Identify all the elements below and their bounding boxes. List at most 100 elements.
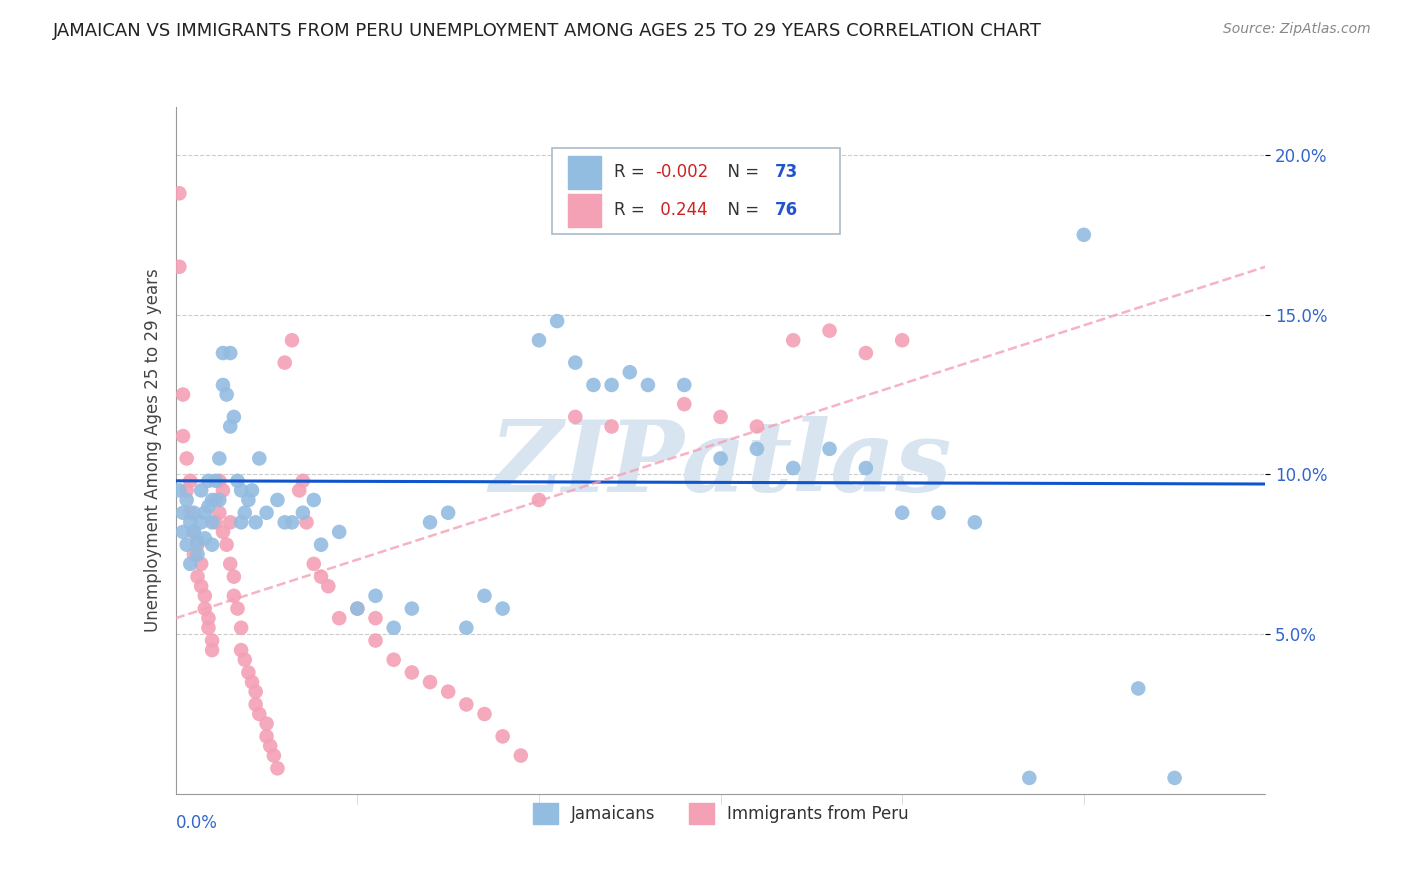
- Point: [364, 589, 387, 603]
- Point: [179, 474, 201, 488]
- Point: [231, 643, 253, 657]
- Text: JAMAICAN VS IMMIGRANTS FROM PERU UNEMPLOYMENT AMONG AGES 25 TO 29 YEARS CORRELAT: JAMAICAN VS IMMIGRANTS FROM PERU UNEMPLO…: [53, 22, 1042, 40]
- Point: [219, 516, 242, 530]
- Point: [637, 378, 659, 392]
- Point: [231, 516, 253, 530]
- Point: [172, 506, 194, 520]
- Point: [247, 451, 270, 466]
- Text: 76: 76: [775, 201, 799, 219]
- Point: [176, 451, 198, 466]
- Point: [546, 314, 568, 328]
- Point: [673, 397, 696, 411]
- Text: 0.0%: 0.0%: [176, 814, 218, 832]
- Point: [169, 260, 191, 274]
- Point: [266, 493, 288, 508]
- Point: [233, 506, 256, 520]
- Point: [208, 474, 231, 488]
- Point: [509, 748, 531, 763]
- Point: [818, 442, 841, 456]
- Point: [197, 500, 219, 514]
- Point: [437, 684, 460, 698]
- Point: [179, 557, 201, 571]
- Point: [288, 483, 311, 498]
- Point: [401, 601, 423, 615]
- Point: [201, 493, 224, 508]
- Point: [891, 333, 914, 347]
- Point: [256, 716, 278, 731]
- Point: [194, 506, 217, 520]
- Legend: Jamaicans, Immigrants from Peru: Jamaicans, Immigrants from Peru: [526, 797, 915, 830]
- Point: [222, 569, 245, 583]
- Point: [782, 461, 804, 475]
- Point: [212, 524, 235, 539]
- Text: ZIPatlas: ZIPatlas: [489, 416, 952, 512]
- Point: [169, 483, 191, 498]
- Point: [855, 461, 877, 475]
- Point: [208, 506, 231, 520]
- Point: [212, 483, 235, 498]
- Point: [474, 589, 496, 603]
- Point: [204, 493, 226, 508]
- Point: [673, 378, 696, 392]
- Text: N =: N =: [717, 201, 765, 219]
- Point: [266, 761, 288, 775]
- Point: [619, 365, 641, 379]
- Point: [382, 621, 405, 635]
- Point: [346, 601, 368, 615]
- Point: [179, 506, 201, 520]
- Point: [492, 601, 515, 615]
- Point: [401, 665, 423, 680]
- Point: [328, 524, 350, 539]
- Point: [263, 748, 285, 763]
- Point: [582, 378, 605, 392]
- Point: [238, 665, 260, 680]
- Point: [176, 538, 198, 552]
- Point: [176, 493, 198, 508]
- Point: [456, 698, 478, 712]
- Point: [183, 524, 205, 539]
- Text: Source: ZipAtlas.com: Source: ZipAtlas.com: [1223, 22, 1371, 37]
- Point: [222, 409, 245, 424]
- Point: [186, 534, 209, 549]
- Point: [197, 611, 219, 625]
- Point: [281, 516, 304, 530]
- Point: [219, 346, 242, 360]
- Point: [302, 493, 325, 508]
- Point: [194, 589, 217, 603]
- Point: [245, 698, 267, 712]
- Point: [437, 506, 460, 520]
- Point: [295, 516, 318, 530]
- Point: [527, 333, 550, 347]
- Point: [245, 516, 267, 530]
- Point: [208, 493, 231, 508]
- Point: [212, 378, 235, 392]
- Point: [309, 538, 332, 552]
- Point: [891, 506, 914, 520]
- Point: [419, 516, 441, 530]
- Point: [212, 346, 235, 360]
- Point: [190, 516, 212, 530]
- Text: 73: 73: [775, 163, 799, 181]
- Point: [710, 451, 733, 466]
- Y-axis label: Unemployment Among Ages 25 to 29 years: Unemployment Among Ages 25 to 29 years: [143, 268, 162, 632]
- Point: [245, 684, 267, 698]
- Point: [1073, 227, 1095, 242]
- Point: [186, 569, 209, 583]
- Point: [197, 621, 219, 635]
- Point: [745, 419, 768, 434]
- Point: [527, 493, 550, 508]
- Text: N =: N =: [717, 163, 765, 181]
- Point: [190, 557, 212, 571]
- Point: [238, 493, 260, 508]
- Text: R =: R =: [614, 163, 650, 181]
- Point: [233, 653, 256, 667]
- Point: [219, 419, 242, 434]
- Point: [928, 506, 950, 520]
- Point: [855, 346, 877, 360]
- Point: [190, 483, 212, 498]
- Point: [600, 378, 623, 392]
- Point: [190, 579, 212, 593]
- Text: R =: R =: [614, 201, 650, 219]
- Point: [818, 324, 841, 338]
- Point: [183, 524, 205, 539]
